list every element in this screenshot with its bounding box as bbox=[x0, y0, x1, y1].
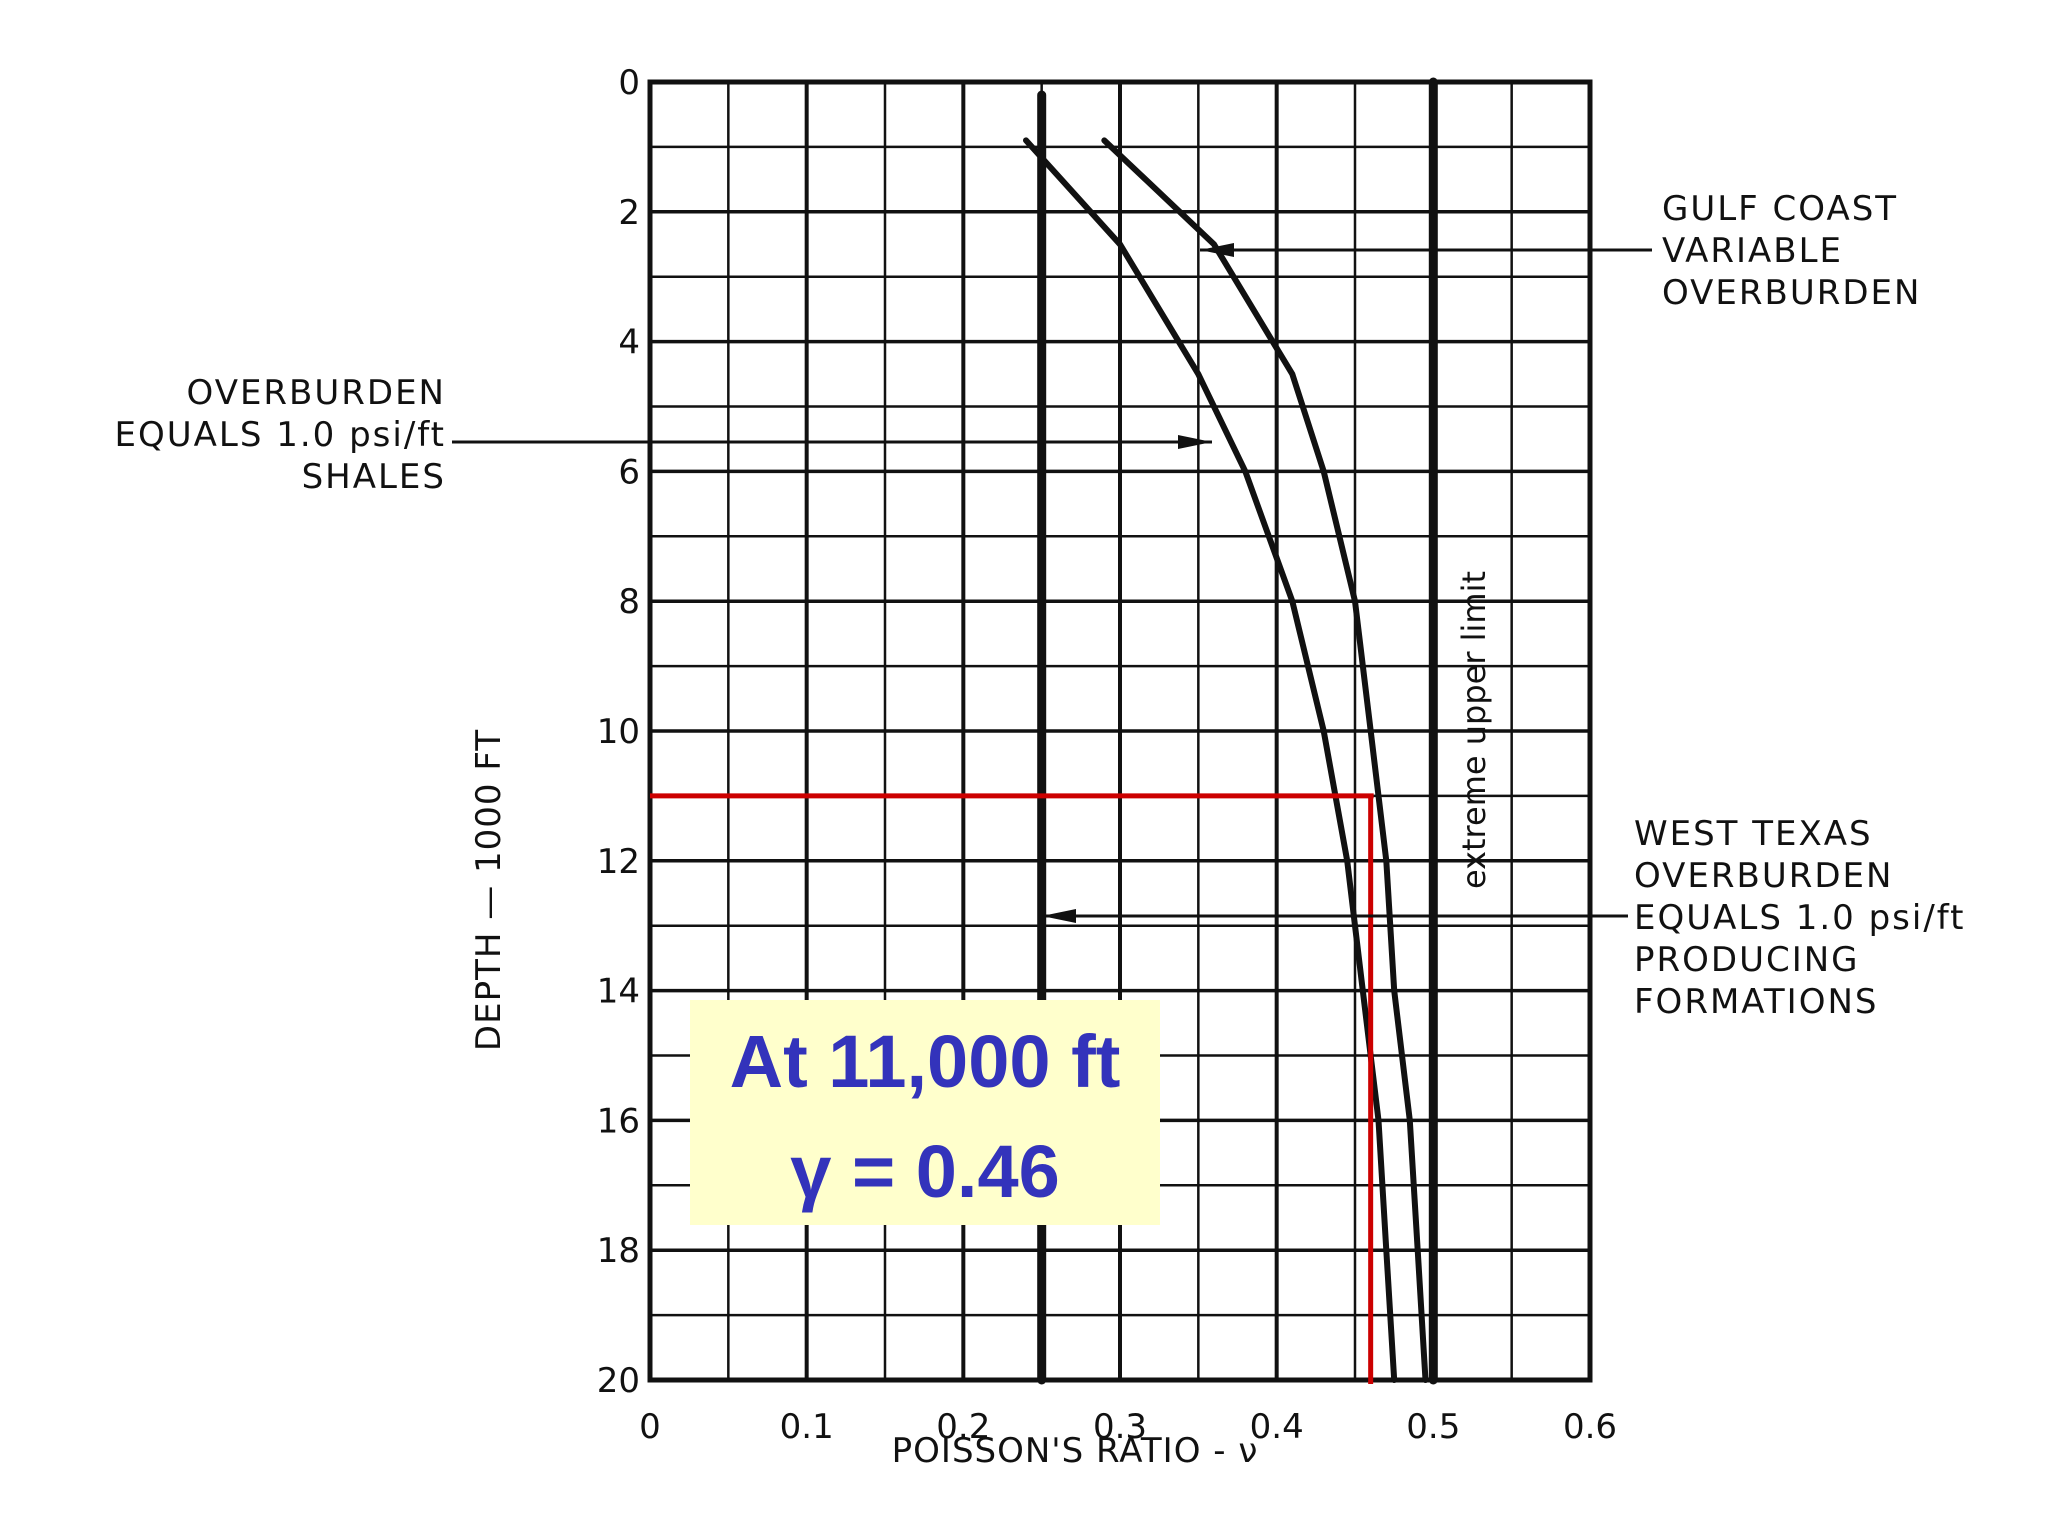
x-tick-label: 0.6 bbox=[1563, 1407, 1617, 1447]
y-tick-label: 10 bbox=[597, 712, 640, 752]
y-tick-label: 16 bbox=[597, 1101, 640, 1141]
west-texas-label: FORMATIONS bbox=[1634, 982, 1878, 1022]
y-tick-label: 14 bbox=[597, 972, 640, 1012]
west-texas-label: EQUALS 1.0 psi/ft bbox=[1634, 898, 1966, 938]
gulf-coast-curve bbox=[1101, 137, 1429, 1383]
y-tick-label: 4 bbox=[618, 323, 640, 363]
y-tick-label: 20 bbox=[597, 1361, 640, 1401]
callout-background bbox=[690, 1000, 1160, 1225]
gulf-coast-label: OVERBURDEN bbox=[1662, 273, 1921, 313]
x-tick-label: 0.3 bbox=[1093, 1407, 1147, 1447]
x-axis-title: POISSON'S RATIO - ν bbox=[892, 1431, 1259, 1471]
shales-curve bbox=[1023, 137, 1398, 1383]
shales-label: EQUALS 1.0 psi/ft bbox=[115, 415, 447, 455]
gulf-coast-arrow-head bbox=[1200, 243, 1234, 257]
callout-line-depth: At 11,000 ft bbox=[730, 1020, 1121, 1103]
west-texas-arrow-head bbox=[1042, 909, 1076, 923]
x-tick-label: 0.4 bbox=[1250, 1407, 1304, 1447]
highlight-group bbox=[650, 793, 1374, 1384]
west-texas-label: WEST TEXAS bbox=[1634, 814, 1873, 854]
annotation-group: GULF COASTVARIABLEOVERBURDENOVERBURDENEQ… bbox=[115, 189, 1966, 1022]
y-tick-label: 2 bbox=[618, 193, 640, 233]
west-texas-label: OVERBURDEN bbox=[1634, 856, 1893, 896]
y-tick-label: 6 bbox=[618, 452, 640, 492]
tick-labels: 0 0.1 0.2 0.3 0.4 0.5 0.6 0 2 4 6 8 10 12 14 16 18 20 bbox=[597, 63, 1617, 1447]
shales-label: SHALES bbox=[302, 457, 446, 497]
plot-border bbox=[647, 79, 1593, 1383]
shales-arrow-head bbox=[1178, 435, 1212, 449]
x-tick-label: 0.2 bbox=[936, 1407, 990, 1447]
gulf-coast-label: GULF COAST bbox=[1662, 189, 1898, 229]
y-tick-label: 8 bbox=[618, 582, 640, 622]
y-tick-label: 12 bbox=[597, 842, 640, 882]
x-tick-label: 0 bbox=[639, 1407, 661, 1447]
x-tick-label: 0.5 bbox=[1406, 1407, 1460, 1447]
west-texas-label: PRODUCING bbox=[1634, 940, 1860, 980]
y-axis-title: DEPTH — 1000 FT bbox=[469, 729, 509, 1051]
x-tick-label: 0.1 bbox=[780, 1407, 834, 1447]
callout-line-value: γ = 0.46 bbox=[790, 1130, 1060, 1213]
y-tick-label: 0 bbox=[618, 63, 640, 103]
plot-frame bbox=[647, 79, 1593, 1383]
gulf-coast-label: VARIABLE bbox=[1662, 231, 1843, 271]
callout-box: At 11,000 ft γ = 0.46 bbox=[690, 1000, 1160, 1225]
shales-label: OVERBURDEN bbox=[187, 373, 446, 413]
extreme-upper-limit-label: extreme upper limit bbox=[1455, 571, 1493, 889]
y-tick-label: 18 bbox=[597, 1231, 640, 1271]
